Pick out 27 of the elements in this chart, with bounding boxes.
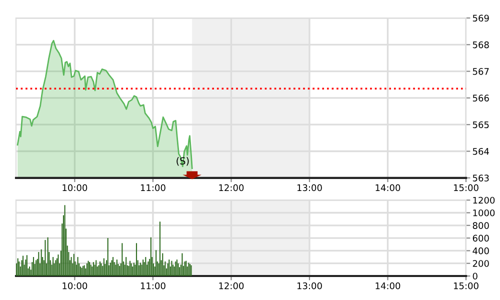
x-tick-label: 12:00 [219, 282, 244, 290]
x-tick-label: 13:00 [297, 282, 322, 290]
y-tick-label: 0 [472, 272, 478, 280]
x-tick-label: 12:00 [219, 184, 244, 192]
y-tick-label: 566 [472, 94, 489, 102]
y-tick-label: 564 [472, 148, 489, 155]
y-tick-label: 600 [472, 234, 489, 242]
x-tick-label: 15:00 [454, 184, 478, 192]
x-tick-label: 15:00 [454, 282, 478, 290]
y-tick-label: 800 [472, 222, 489, 229]
y-tick-label: 563 [472, 174, 489, 182]
y-tick-label: 568 [472, 41, 489, 48]
x-tick-label: 14:00 [376, 184, 400, 192]
x-tick-label: 11:00 [140, 282, 166, 290]
x-tick-label: 13:00 [297, 184, 322, 192]
x-tick-label: 10:00 [62, 184, 88, 192]
annotation: (S) [176, 157, 189, 166]
x-tick-label: 10:00 [62, 282, 88, 290]
y-tick-label: 200 [472, 260, 489, 267]
y-tick-label: 565 [472, 121, 489, 128]
y-tick-label: 567 [472, 68, 489, 75]
y-tick-label: 569 [472, 14, 489, 22]
y-tick-label: 400 [472, 247, 489, 254]
y-tick-label: 1000 [473, 209, 495, 216]
x-tick-label: 11:00 [140, 184, 166, 192]
x-tick-label: 14:00 [376, 282, 400, 290]
y-tick-label: 1200 [473, 196, 495, 204]
